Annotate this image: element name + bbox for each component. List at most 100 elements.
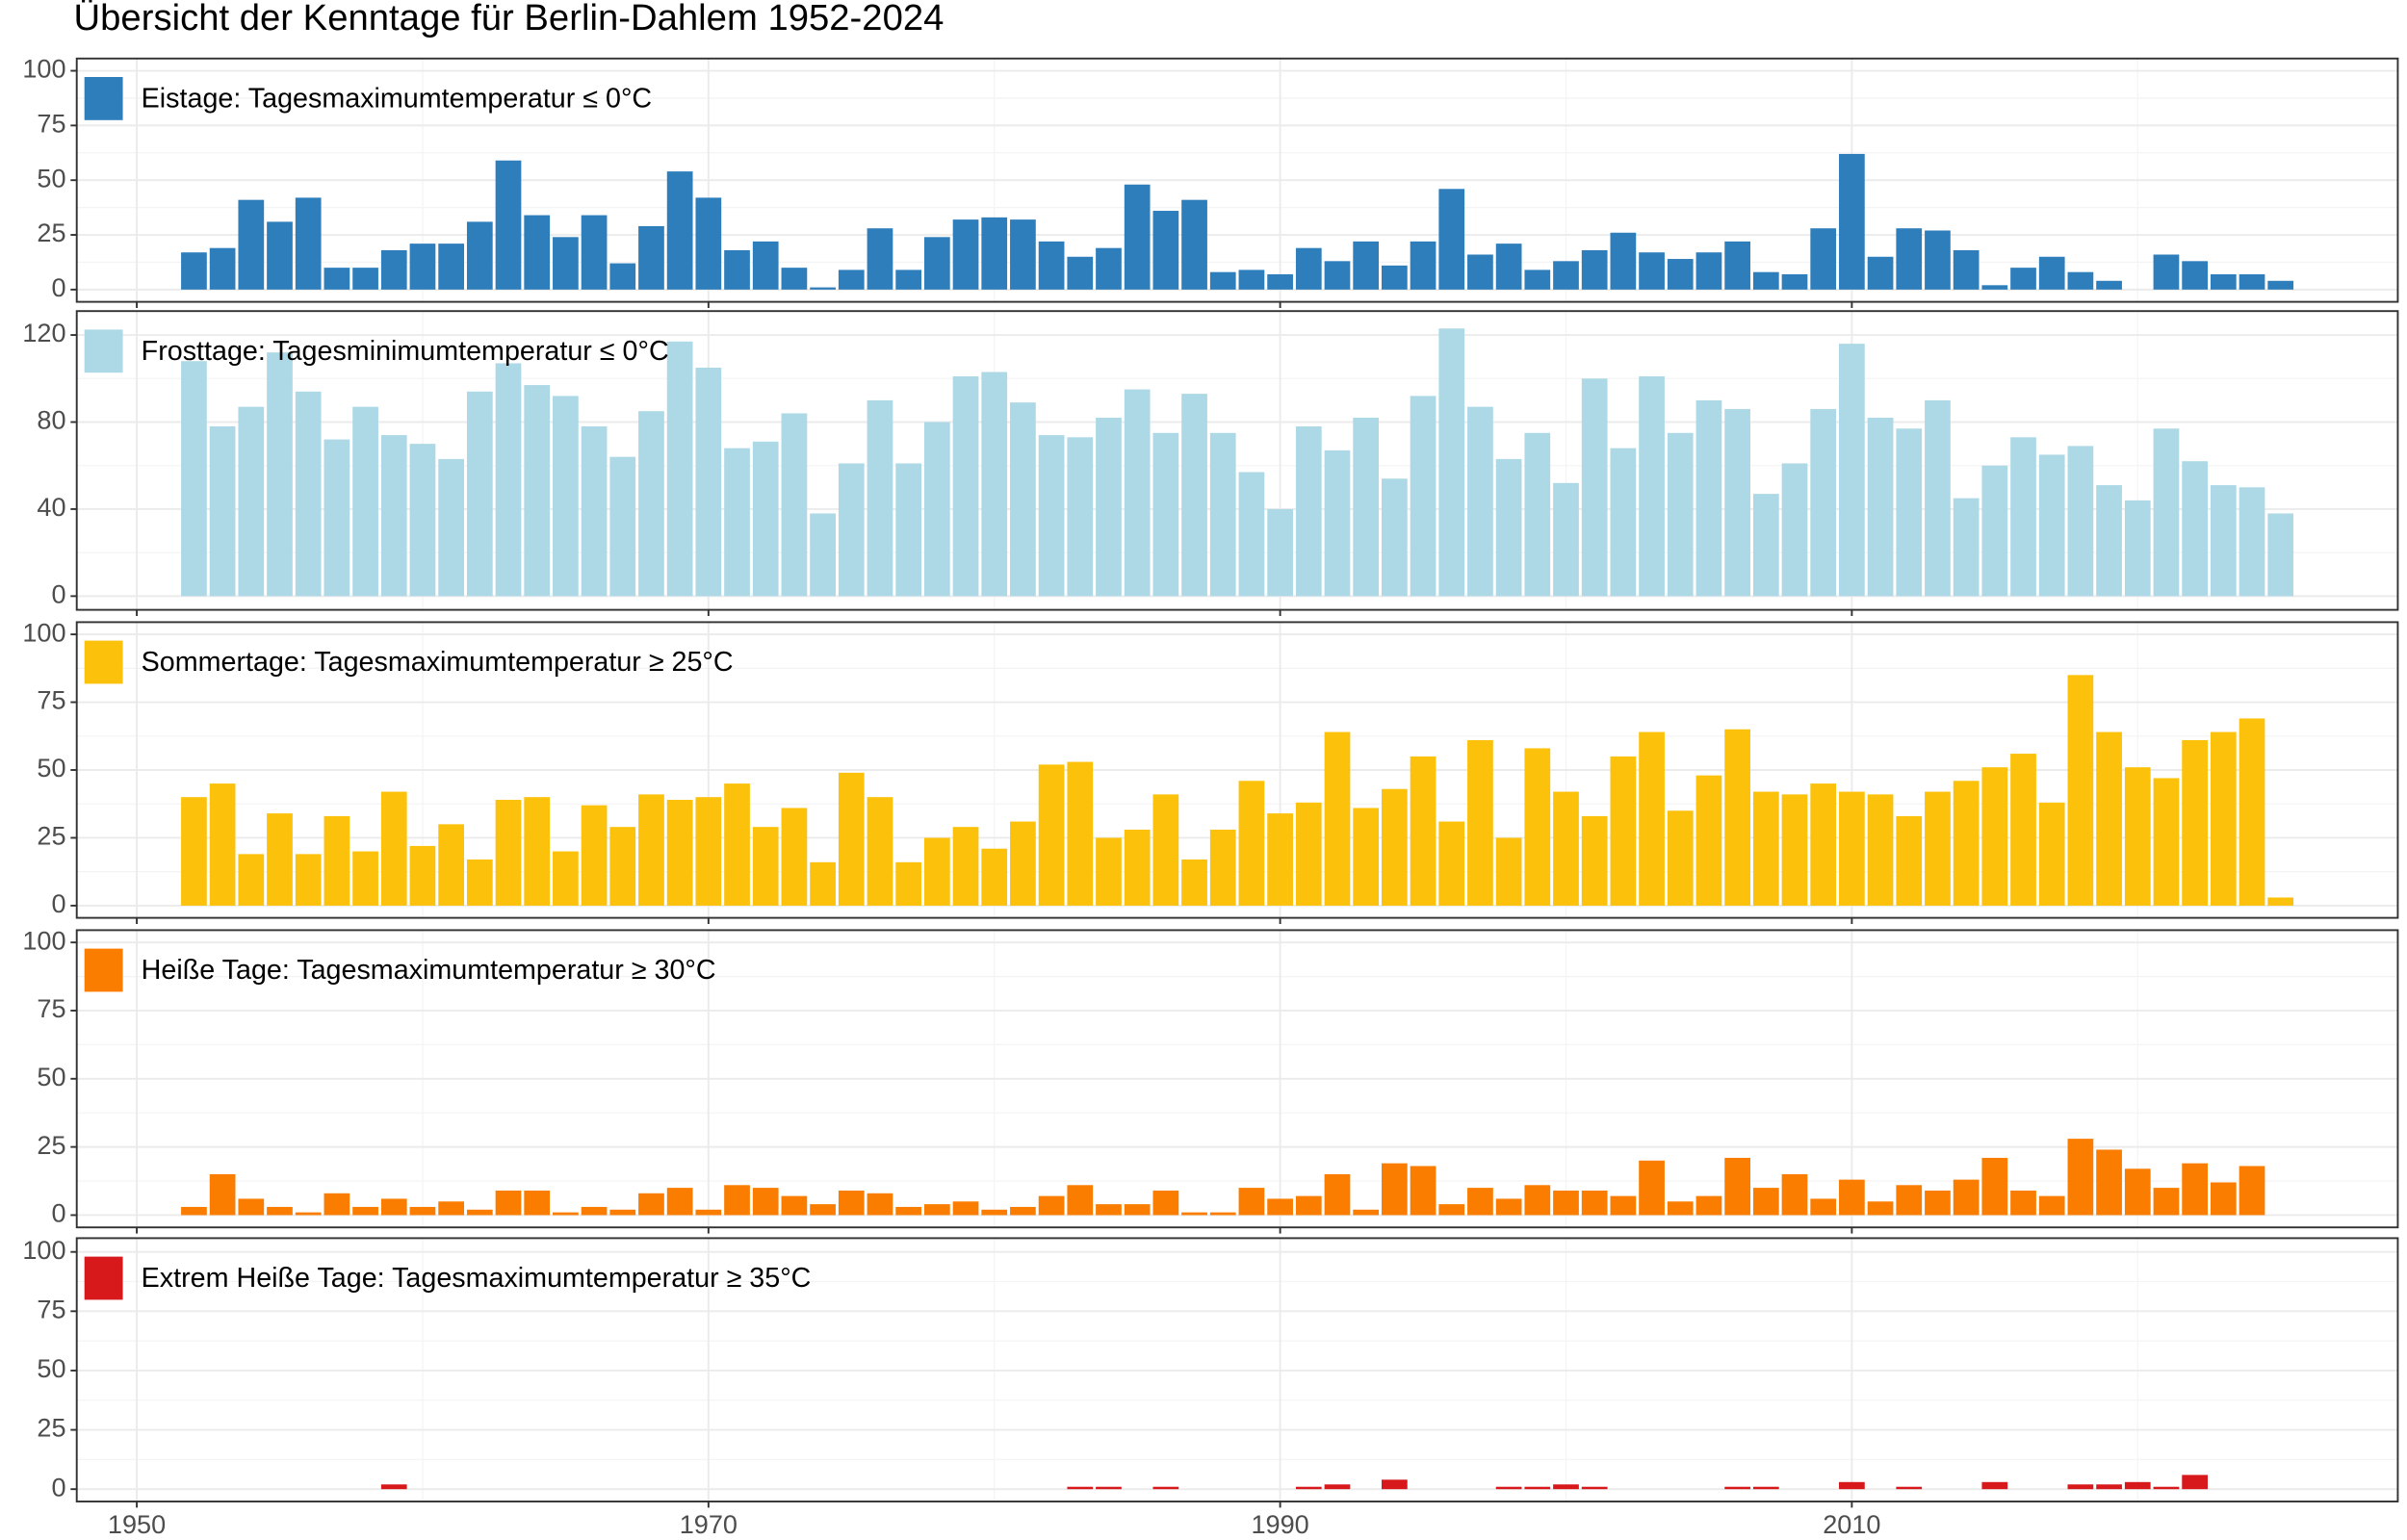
bar [1896,1486,1923,1490]
bar [1610,756,1637,906]
bar [1667,432,1694,597]
bar [1324,1484,1351,1490]
bar [1067,437,1094,597]
bar [1295,802,1322,906]
bar [810,1204,836,1216]
x-tick-label: 1950 [108,1509,166,1539]
bar [495,800,522,906]
bar [1553,1190,1579,1216]
bar [867,1193,893,1216]
bar [1524,432,1551,597]
bar [2096,1149,2122,1216]
bar [1181,860,1207,906]
bar [438,824,464,906]
bar [1610,1195,1637,1216]
bar [895,463,922,597]
bar [1267,813,1293,906]
bar [1238,781,1265,906]
bar [1839,1179,1865,1216]
bar [2010,268,2036,290]
y-tick-label: 80 [37,405,65,435]
bar [867,228,893,290]
bar [1695,1195,1722,1216]
bar [1495,1198,1522,1216]
bar [752,1188,779,1216]
y-tick-label: 25 [37,218,65,247]
bar [1724,1157,1750,1216]
legend-label: Heiße Tage: Tagesmaximumtemperatur ≥ 30°… [142,955,716,986]
bar [952,219,979,290]
bar [724,783,750,906]
bar [295,1212,322,1216]
y-tick-label: 100 [22,1235,65,1265]
y-tick-label: 75 [37,685,65,715]
bar [581,1206,608,1216]
bar [695,367,722,597]
bar [1896,428,1923,597]
bar [1925,1190,1951,1216]
bar [409,244,436,290]
bar [324,815,350,906]
bar [838,270,865,290]
bar [1867,1201,1894,1216]
bar [666,171,693,290]
bar [2267,513,2294,597]
bar [1752,494,1779,597]
legend-label: Eistage: Tagesmaximumtemperatur ≤ 0°C [142,84,652,115]
bar [1752,791,1779,906]
bar [895,270,922,290]
bar [1953,1179,1980,1216]
bar [1695,252,1722,290]
legend-key [84,640,123,684]
bar [2124,500,2151,597]
bar [267,813,293,906]
bar [1867,417,1894,597]
bar [1724,408,1750,597]
bar [1810,228,1837,290]
bar [2096,280,2122,290]
bar [524,385,551,597]
bar [352,1206,378,1216]
bar [838,463,865,597]
bar [1267,273,1293,290]
bar [1152,794,1179,906]
bar [666,1188,693,1216]
bar [609,1209,636,1216]
bar [1324,1173,1351,1216]
bar [1038,241,1065,290]
bar [2182,461,2209,597]
bar [581,215,608,290]
bar [752,441,779,597]
bar [1324,261,1351,290]
bar [1382,1479,1408,1490]
legend-key [84,77,123,120]
bar [1953,498,1980,597]
bar [1124,389,1151,597]
bar [1667,810,1694,906]
bar [1038,764,1065,906]
legend-label: Extrem Heiße Tage: Tagesmaximumtemperatu… [142,1263,812,1294]
bar [1295,1195,1322,1216]
bar [553,851,579,906]
bar [1695,775,1722,906]
y-tick-label: 120 [22,318,65,347]
bar [1438,1204,1465,1216]
bar [1353,241,1380,290]
bar [923,237,950,290]
bar [2210,273,2237,290]
bar [923,422,950,597]
bar [1295,426,1322,597]
bar [2239,718,2265,906]
bar [1010,821,1036,906]
bar [1209,271,1236,290]
bar [695,797,722,906]
bar [1781,1173,1808,1216]
bar [1925,399,1951,597]
bar [1152,1190,1179,1216]
bar [781,1195,808,1216]
bar [1639,252,1665,290]
bar [1981,1157,2008,1216]
bar [781,808,808,906]
bar [553,237,579,290]
bar [638,411,664,597]
